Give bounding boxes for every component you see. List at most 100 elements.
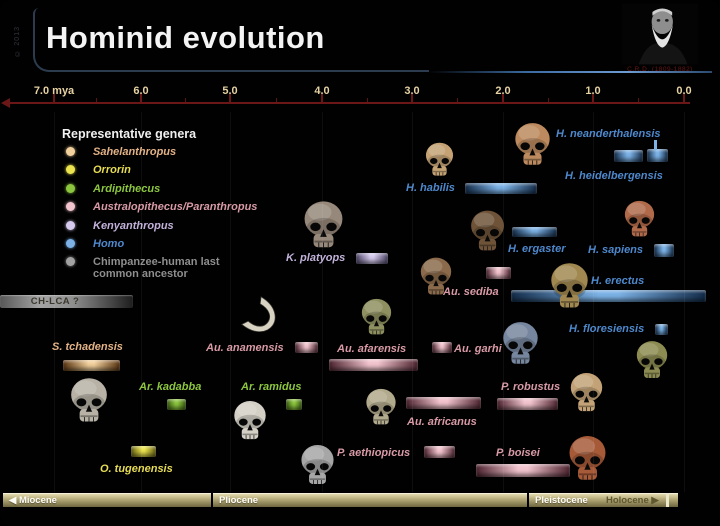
species-label-h--heidelbergensis: H. heidelbergensis <box>565 170 663 182</box>
range-bar <box>295 342 318 353</box>
skull-image <box>355 387 407 428</box>
epoch-label: ◀ Miocene <box>9 495 57 506</box>
legend-title: Representative genera <box>62 127 197 141</box>
gridline <box>684 112 685 492</box>
species-label-s--tchadensis: S. tchadensis <box>52 341 123 353</box>
gridline <box>412 112 413 492</box>
axis-tick-label: 6.0 <box>133 85 149 97</box>
epoch-segment <box>213 493 527 507</box>
skull-image <box>546 261 593 312</box>
species-label-h--neanderthalensis: H. neanderthalensis <box>556 128 661 140</box>
species-label-p--robustus: P. robustus <box>501 381 561 393</box>
gridline <box>141 112 142 492</box>
range-bar <box>647 149 668 162</box>
epoch-segment <box>3 493 211 507</box>
gridline <box>230 112 231 492</box>
axis-major-tick <box>411 94 413 102</box>
range-bar <box>286 399 302 410</box>
epoch-divider <box>666 493 669 507</box>
axis-tick-label: 7.0 mya <box>33 85 75 97</box>
skull-image <box>511 117 554 173</box>
species-label-o--tugenensis: O. tugenensis <box>100 463 173 475</box>
chlca-range-bar <box>0 295 133 308</box>
axis-tick-label: 1.0 <box>585 85 601 97</box>
axis-major-tick <box>53 94 55 102</box>
range-bar <box>167 399 186 410</box>
axis-minor-tick <box>638 98 639 102</box>
range-connector <box>654 140 657 150</box>
range-bar <box>654 244 674 257</box>
range-bar <box>329 359 418 371</box>
range-bar <box>406 397 481 409</box>
axis-minor-tick <box>367 98 368 102</box>
title-frame <box>33 8 429 72</box>
legend-item-lca: Chimpanzee-human last common ancestor <box>93 256 220 281</box>
vertical-watermark: © 2013 <box>14 26 21 57</box>
species-label-h--floresiensis: H. floresiensis <box>569 323 645 335</box>
range-bar <box>614 150 643 162</box>
axis-tick-label: 4.0 <box>314 85 330 97</box>
species-label-au--afarensis: Au. afarensis <box>337 343 407 355</box>
range-bar <box>512 227 557 237</box>
epoch-sub-label: Holocene ▶ <box>606 495 659 506</box>
epoch-segment <box>529 493 666 507</box>
species-label-h--sapiens: H. sapiens <box>588 244 644 256</box>
gridline <box>593 112 594 492</box>
epoch-segment <box>668 493 678 507</box>
skull-image <box>616 199 663 240</box>
species-label-p--boisei: P. boisei <box>496 447 540 459</box>
skull-image <box>226 399 274 443</box>
legend-dot-homo <box>66 239 75 248</box>
legend-item-orrorin: Orrorin <box>93 164 131 177</box>
portrait-caption: C.R.D. (1809-1882) <box>627 66 693 73</box>
axis-tick-label: 3.0 <box>404 85 420 97</box>
axis-minor-tick <box>548 98 549 102</box>
legend-dot-australopithecus <box>66 202 75 212</box>
range-bar <box>432 342 452 353</box>
epoch-label: Pliocene <box>219 495 259 506</box>
axis-major-tick <box>229 94 231 102</box>
axis-tick-label: 5.0 <box>222 85 238 97</box>
species-label-ar--ramidus: Ar. ramidus <box>241 381 302 393</box>
species-label-au--garhi: Au. garhi <box>454 343 502 355</box>
page-title: Hominid evolution <box>46 20 325 55</box>
axis-major-tick <box>140 94 142 102</box>
skull-image <box>564 371 609 415</box>
legend-dot-orrorin <box>66 165 75 175</box>
axis-tick-label: 2.0 <box>495 85 511 97</box>
range-bar <box>655 324 668 335</box>
skull-image <box>467 207 508 256</box>
axis-major-tick <box>683 94 685 102</box>
legend-item-sahelanthropus: Sahelanthropus <box>93 146 177 158</box>
legend-item-homo: Homo <box>93 238 125 250</box>
species-label-h--ergaster: H. ergaster <box>508 243 566 255</box>
species-label-p--aethiopicus: P. aethiopicus <box>337 447 411 459</box>
skull-image <box>418 141 461 179</box>
range-bar <box>497 398 558 410</box>
axis-major-tick <box>592 94 594 102</box>
legend-dot-ardipithecus <box>66 183 75 193</box>
legend-dot-sahelanthropus <box>66 147 75 156</box>
legend-item-ardipithecus: Ardipithecus <box>93 182 161 195</box>
epoch-label: Pleistocene <box>535 495 588 506</box>
header-divider <box>428 71 712 73</box>
chlca-label: CH-LCA ? <box>30 296 80 307</box>
darwin-portrait-icon <box>622 3 698 65</box>
range-bar <box>511 290 706 302</box>
legend-item-kenyanthropus: Kenyanthropus <box>93 219 174 232</box>
axis-minor-tick <box>185 98 186 102</box>
skull-image <box>299 199 348 252</box>
range-bar <box>356 253 388 264</box>
range-bar <box>465 183 537 194</box>
legend-dot-lca <box>66 257 75 267</box>
gridline <box>503 112 504 492</box>
legend-item-australopithecus: Australopithecus/Paranthropus <box>93 201 258 214</box>
skull-image <box>499 311 542 377</box>
species-label-au--sediba: Au. sediba <box>443 286 499 298</box>
species-label-k--platyops: K. platyops <box>286 252 346 264</box>
range-bar <box>476 464 570 477</box>
skull-image <box>633 337 671 384</box>
species-label-h--habilis: H. habilis <box>406 182 455 194</box>
axis-minor-tick <box>276 98 277 102</box>
axis-minor-tick <box>96 98 97 102</box>
